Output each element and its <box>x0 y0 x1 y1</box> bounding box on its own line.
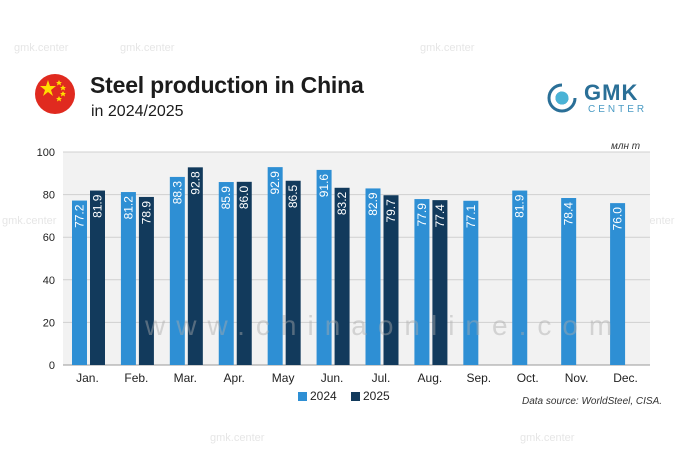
bar-2024 <box>72 200 87 365</box>
bar-value-label: 82.9 <box>366 192 380 216</box>
bar-value-label: 78.4 <box>562 202 576 226</box>
bar-2024 <box>512 190 528 365</box>
logo-name: GMK <box>584 80 639 105</box>
plot-area <box>63 152 650 365</box>
y-tick-label: 0 <box>49 360 55 372</box>
bar-value-label: 77.9 <box>415 203 429 227</box>
bar-value-label: 92.8 <box>188 171 202 195</box>
bar-2025 <box>432 200 448 365</box>
bar-2024 <box>463 200 479 365</box>
bar-2025 <box>187 167 203 365</box>
x-tick-label: Feb. <box>124 371 148 385</box>
x-tick-label: Dec. <box>613 371 638 385</box>
bar-2025 <box>334 187 350 365</box>
page-title: Steel production in China <box>90 72 364 98</box>
x-tick-label: Jul. <box>372 371 391 385</box>
bar-2024 <box>218 182 234 365</box>
x-tick-label: Oct. <box>517 371 539 385</box>
x-tick-label: Mar. <box>174 371 197 385</box>
legend-swatch-2025 <box>351 392 360 402</box>
x-tick-label: Aug. <box>418 371 443 385</box>
flag-small-star-2 <box>60 85 66 91</box>
china-flag-icon <box>35 74 75 114</box>
y-tick-label: 100 <box>37 147 55 159</box>
bar-2024 <box>316 169 332 365</box>
bar-value-label: 78.9 <box>139 201 153 225</box>
bar-value-label: 79.7 <box>384 199 398 223</box>
x-tick-label: Jun. <box>321 371 344 385</box>
y-tick-label: 40 <box>43 275 55 287</box>
legend-item-2024: 2024 <box>298 389 337 403</box>
bar-value-label: 92.9 <box>268 171 282 195</box>
legend-swatch-2024 <box>298 392 307 402</box>
page-subtitle: in 2024/2025 <box>91 103 184 120</box>
bar-value-label: 76.0 <box>611 207 625 231</box>
bar-2025 <box>285 180 301 365</box>
bar-value-label: 81.9 <box>91 194 105 218</box>
flag-small-star-1 <box>56 80 62 86</box>
bar-2025 <box>383 195 399 365</box>
bar-value-label: 77.1 <box>464 204 478 228</box>
bar-value-label: 85.9 <box>219 186 233 210</box>
legend-label-2025: 2025 <box>363 389 390 403</box>
bar-2024 <box>120 192 136 365</box>
bar-value-label: 77.2 <box>73 204 87 228</box>
bar-value-label: 86.0 <box>237 185 251 209</box>
bar-2025 <box>138 196 154 365</box>
x-tick-label: Jan. <box>76 371 99 385</box>
bar-2024 <box>610 203 626 365</box>
legend-label-2024: 2024 <box>310 389 337 403</box>
data-source: Data source: WorldSteel, CISA. <box>522 396 663 407</box>
bar-2025 <box>90 190 105 365</box>
x-tick-label: Apr. <box>224 371 245 385</box>
bar-value-label: 77.4 <box>433 204 447 228</box>
flag-big-star <box>40 80 56 96</box>
bar-2024 <box>267 167 283 365</box>
y-tick-label: 20 <box>43 317 55 329</box>
bar-2025 <box>236 181 252 365</box>
x-tick-label: Nov. <box>565 371 589 385</box>
bar-2024 <box>414 199 430 365</box>
bar-value-label: 83.2 <box>335 191 349 215</box>
y-tick-label: 60 <box>43 232 55 244</box>
bar-value-label: 91.6 <box>317 174 331 198</box>
gmk-logo-icon <box>547 83 577 113</box>
x-tick-label: May <box>272 371 295 385</box>
y-tick-label: 80 <box>43 190 55 202</box>
bar-value-label: 81.2 <box>121 196 135 220</box>
unit-label: млн т <box>611 141 641 152</box>
flag-small-star-3 <box>60 91 66 97</box>
bar-value-label: 88.3 <box>170 181 184 205</box>
bar-2024 <box>365 188 381 365</box>
logo-subtitle: CENTER <box>588 104 648 115</box>
flag-small-star-4 <box>56 96 62 102</box>
x-tick-label: Sep. <box>466 371 491 385</box>
bar-2024 <box>169 176 185 365</box>
bar-value-label: 86.5 <box>286 184 300 208</box>
bar-2024 <box>561 198 577 365</box>
bar-value-label: 81.9 <box>513 194 527 218</box>
legend-item-2025: 2025 <box>351 389 390 403</box>
